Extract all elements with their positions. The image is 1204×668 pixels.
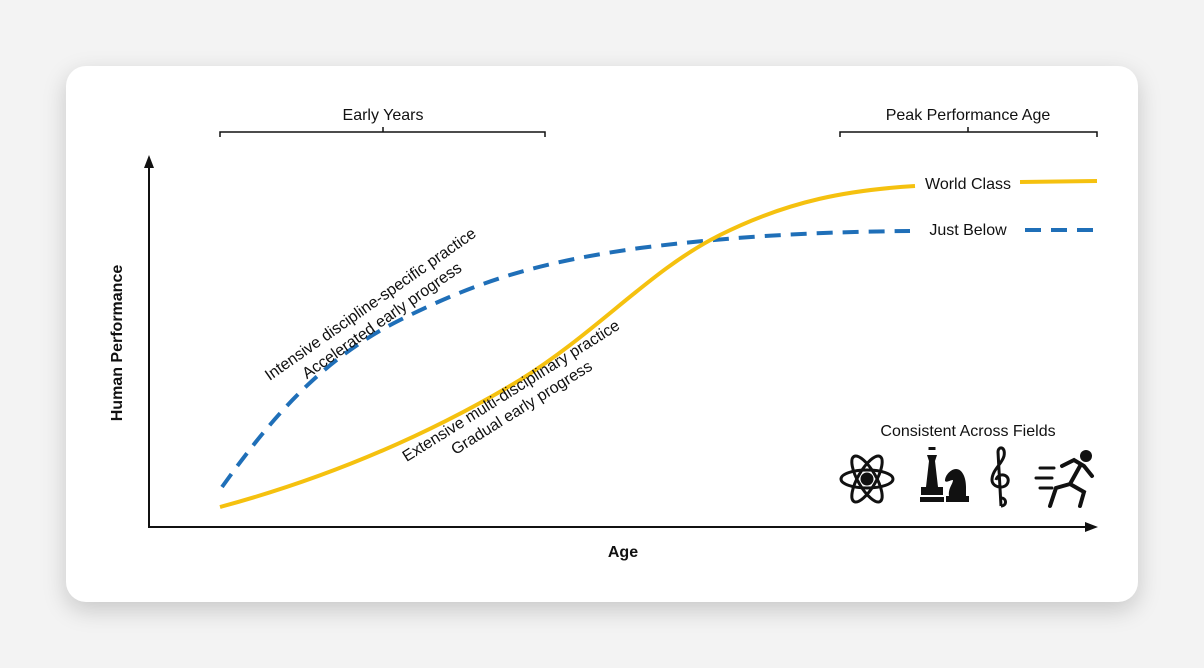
annotation-line: Accelerated early progress — [299, 260, 465, 383]
annotation-line: Intensive discipline-specific practice — [262, 225, 479, 384]
world-class-curve — [219, 179, 1098, 509]
x-axis-label: Age — [608, 544, 638, 561]
atom-icon — [839, 454, 895, 504]
curve-label: Just Below — [929, 222, 1007, 239]
fields-title: Consistent Across Fields — [880, 423, 1055, 440]
annotation-line: Extensive multi-disciplinary practice — [400, 317, 623, 465]
card — [66, 66, 1138, 602]
bracket-lines — [219, 127, 1098, 137]
chess-icon — [920, 447, 969, 502]
axes — [148, 162, 1090, 528]
bracket-label: Early Years — [343, 107, 424, 124]
bracket-label: Peak Performance Age — [886, 107, 1051, 124]
annotation: Intensive discipline-specific practice A… — [262, 225, 479, 384]
y-axis-label: Human Performance — [109, 265, 126, 422]
curve-label: World Class — [925, 176, 1011, 193]
music-icon — [990, 446, 1010, 508]
runner-icon — [1034, 450, 1094, 508]
just-below-curve — [220, 228, 1097, 489]
annotation: Extensive multi-disciplinary practice Gr… — [400, 317, 623, 465]
